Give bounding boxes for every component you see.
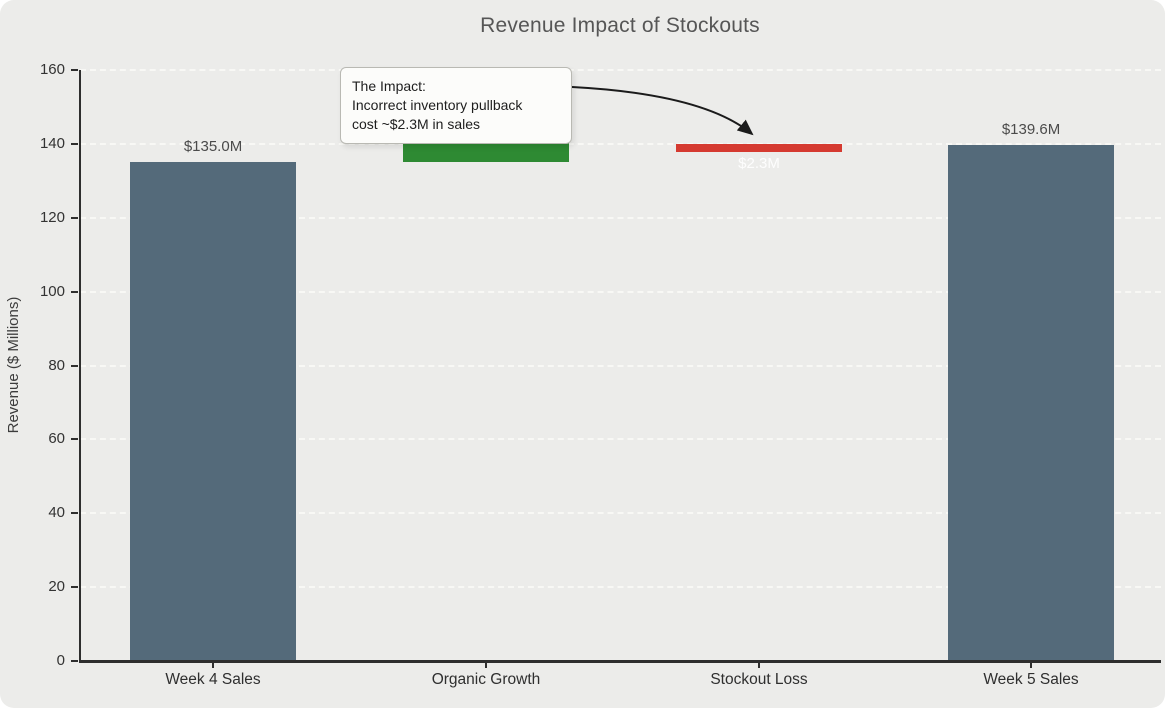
gridline-60 [80,438,1161,441]
y-tick-label-60: 60 [48,430,65,448]
y-tick-label-100: 100 [39,282,65,300]
bar-week-5-sales [948,145,1114,660]
x-tick-mark-stockout-loss [758,662,760,668]
gridline-120 [80,216,1161,219]
y-tick-mark-20 [71,586,78,589]
bar-value-label-week-4-sales: $135.0M [183,138,243,156]
y-tick-mark-80 [71,364,78,367]
y-tick-label-40: 40 [48,504,65,522]
y-tick-mark-160 [71,69,78,71]
gridline-20 [80,586,1161,589]
y-tick-mark-0 [71,660,78,662]
annotation-box: The Impact: Incorrect inventory pullback… [340,67,572,144]
gridline-40 [80,512,1161,515]
y-tick-label-20: 20 [48,578,65,596]
y-axis-label: Revenue ($ Millions) [5,296,22,434]
bar-week-4-sales [130,162,296,660]
y-tick-label-80: 80 [48,356,65,374]
y-tick-label-0: 0 [56,652,65,669]
y-axis-spine [79,70,81,662]
x-axis-spine [79,660,1161,663]
y-tick-mark-40 [71,512,78,515]
x-tick-mark-organic-growth [485,662,487,668]
x-tick-label-week-4-sales: Week 4 Sales [165,671,261,688]
y-tick-mark-140 [71,142,78,145]
bar-stockout-loss [676,143,842,152]
bar-value-label-stockout-loss: $2.3M [738,155,780,172]
x-tick-mark-week-5-sales [1030,662,1032,668]
x-tick-mark-week-4-sales [212,662,214,668]
y-tick-mark-120 [71,216,78,219]
gridline-80 [80,364,1161,367]
y-tick-mark-100 [71,290,78,293]
y-tick-label-120: 120 [39,208,65,226]
gridline-100 [80,290,1161,293]
annotation-text: The Impact: Incorrect inventory pullback… [352,78,523,132]
y-tick-label-140: 140 [39,134,65,152]
bar-value-label-week-5-sales: $139.6M [1001,121,1061,139]
gridline-140 [80,142,1161,145]
x-tick-label-organic-growth: Organic Growth [431,671,541,688]
y-tick-label-160: 160 [39,61,65,78]
x-tick-label-stockout-loss: Stockout Loss [710,671,808,688]
chart-title: Revenue Impact of Stockouts [480,14,760,37]
gridline-160 [80,69,1161,71]
y-tick-mark-60 [71,438,78,441]
x-tick-label-week-5-sales: Week 5 Sales [983,671,1079,688]
